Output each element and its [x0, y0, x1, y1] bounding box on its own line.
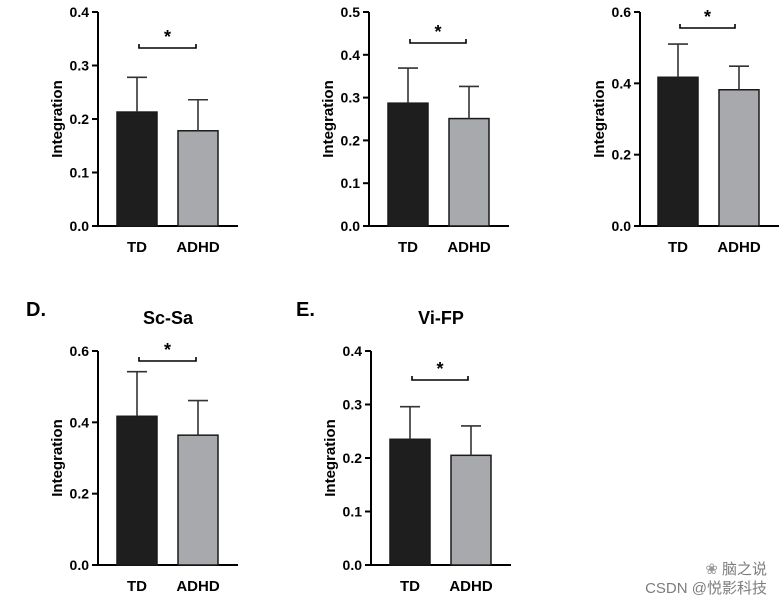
y-tick-label: 0.0	[70, 218, 90, 234]
y-tick-label: 0.0	[70, 557, 90, 573]
category-label: TD	[127, 578, 147, 595]
significance-marker: *	[434, 22, 441, 42]
y-tick-label: 0.2	[612, 147, 632, 163]
y-tick-label: 0.4	[343, 343, 363, 359]
chart-title: Sc-Sa	[143, 308, 194, 328]
y-tick-label: 0.2	[70, 111, 90, 127]
y-tick-label: 0.3	[70, 58, 90, 74]
significance-bracket	[411, 376, 469, 381]
significance-bracket	[409, 39, 467, 44]
chart-panel: 0.0 0.2 0.4 0.6 Integration TD ADHD *	[591, 4, 779, 256]
significance-marker: *	[704, 7, 711, 27]
category-label: ADHD	[176, 578, 219, 595]
category-label: ADHD	[717, 239, 760, 256]
y-tick-label: 0.4	[612, 75, 632, 91]
y-axis-label: Integration	[322, 419, 339, 497]
category-label: TD	[127, 239, 147, 256]
y-tick-label: 0.4	[70, 414, 90, 430]
y-tick-label: 0.1	[343, 504, 363, 520]
y-tick-label: 0.4	[341, 47, 361, 63]
bar-adhd	[450, 454, 492, 566]
category-label: ADHD	[447, 239, 490, 256]
y-tick-label: 0.2	[70, 486, 90, 502]
watermark-brand: 脑之说	[721, 561, 767, 578]
chart-panel: 0.0 0.1 0.2 0.3 0.4 0.5 Integration TD ADHD *	[320, 4, 509, 256]
panel-letter: E.	[296, 299, 315, 321]
significance-marker: *	[164, 27, 171, 47]
y-axis-label: Integration	[320, 80, 337, 158]
y-tick-label: 0.6	[70, 343, 90, 359]
y-tick-label: 0.2	[343, 450, 363, 466]
y-axis-label: Integration	[49, 80, 66, 158]
category-label: ADHD	[176, 239, 219, 256]
category-label: TD	[400, 578, 420, 595]
bar-adhd	[177, 130, 219, 227]
chart-panel: 0.0 0.1 0.2 0.3 0.4 Integration TD ADHD * Vi-FP E.	[296, 299, 511, 595]
category-label: ADHD	[449, 578, 492, 595]
category-label: TD	[668, 239, 688, 256]
chart-panel: 0.0 0.2 0.4 0.6 Integration TD ADHD * Sc-Sa D.	[26, 299, 238, 595]
y-tick-label: 0.1	[341, 175, 361, 191]
y-tick-label: 0.5	[341, 4, 361, 20]
y-axis-label: Integration	[49, 419, 66, 497]
y-tick-label: 0.3	[341, 90, 361, 106]
watermark-line-2: CSDN @悦影科技	[645, 580, 767, 597]
watermark: ❀ 脑之说 CSDN @悦影科技	[645, 560, 767, 598]
significance-bracket	[138, 44, 197, 49]
y-tick-label: 0.2	[341, 132, 361, 148]
y-tick-label: 0.0	[343, 557, 363, 573]
watermark-line-1: ❀ 脑之说	[645, 560, 767, 579]
significance-marker: *	[164, 340, 171, 360]
bar-td	[116, 111, 158, 227]
panel-letter: D.	[26, 299, 46, 321]
y-tick-label: 0.1	[70, 165, 90, 181]
chart-title: Vi-FP	[418, 308, 464, 328]
chart-panel: 0.0 0.1 0.2 0.3 0.4 Integration TD ADHD *	[49, 4, 238, 256]
y-tick-label: 0.0	[612, 218, 632, 234]
y-tick-label: 0.6	[612, 4, 632, 20]
bar-td	[389, 438, 431, 566]
bar-adhd	[177, 434, 219, 566]
bar-td	[387, 102, 429, 227]
significance-bracket	[138, 357, 197, 362]
bar-adhd	[448, 117, 490, 227]
wechat-icon: ❀	[705, 561, 718, 578]
y-tick-label: 0.3	[343, 397, 363, 413]
bar-td	[657, 76, 699, 227]
significance-marker: *	[436, 359, 443, 379]
category-label: TD	[398, 239, 418, 256]
y-tick-label: 0.4	[70, 4, 90, 20]
y-axis-label: Integration	[591, 80, 608, 158]
significance-bracket	[679, 24, 736, 29]
y-tick-label: 0.0	[341, 218, 361, 234]
bar-adhd	[718, 89, 760, 227]
bar-td	[116, 415, 158, 566]
